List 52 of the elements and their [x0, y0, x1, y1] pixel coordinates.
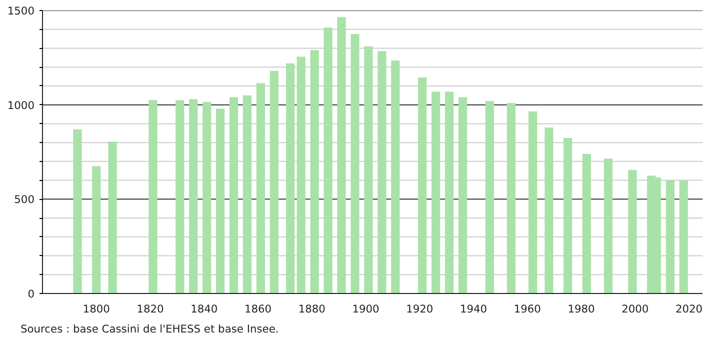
bar [458, 97, 468, 294]
bar [350, 34, 360, 294]
x-tick-label: 1860 [244, 302, 272, 316]
bar [296, 56, 306, 294]
x-tick-label: 1820 [136, 302, 164, 316]
bar [679, 180, 688, 294]
x-tick-label: 1800 [82, 302, 110, 316]
bar [73, 129, 82, 294]
x-tick-label: 1980 [568, 302, 596, 316]
bar [506, 102, 516, 294]
bar [216, 108, 225, 294]
bar [202, 102, 212, 294]
bar [148, 100, 158, 294]
bar [242, 95, 252, 294]
x-tick-label: 1940 [460, 302, 488, 316]
bar [92, 166, 101, 294]
bar [364, 46, 373, 294]
bar [108, 142, 117, 294]
x-tick-label: 1920 [406, 302, 434, 316]
bar [391, 60, 400, 294]
x-tick-label: 2020 [675, 302, 703, 316]
bar [337, 17, 346, 294]
x-tick-label: 1840 [190, 302, 218, 316]
x-tick-label: 1960 [514, 302, 542, 316]
y-tick-label: 0 [28, 288, 35, 300]
x-tick-label: 1900 [352, 302, 380, 316]
bar [444, 92, 454, 294]
bar [485, 101, 494, 294]
bar [229, 97, 238, 294]
bar [176, 100, 184, 294]
bar [324, 27, 332, 294]
x-tick-label: 2000 [622, 302, 649, 316]
bar [628, 170, 637, 294]
bar [418, 77, 427, 294]
bar [544, 127, 554, 294]
x-tick-label: 1880 [298, 302, 326, 316]
bar [378, 51, 386, 294]
bar [604, 158, 613, 294]
bar [310, 50, 319, 294]
bar [431, 92, 440, 294]
bar [256, 83, 266, 294]
bar [189, 99, 198, 294]
y-tick-label: 1500 [7, 4, 35, 18]
y-tick-label: 1000 [7, 98, 35, 112]
bar [563, 138, 572, 294]
bar [528, 111, 538, 294]
bar [582, 154, 591, 294]
bar [286, 63, 295, 294]
bar [270, 70, 278, 294]
source-note: Sources : base Cassini de l'EHESS et base Insee. [20, 322, 279, 336]
bar [666, 180, 674, 294]
y-tick-label: 500 [14, 193, 35, 206]
